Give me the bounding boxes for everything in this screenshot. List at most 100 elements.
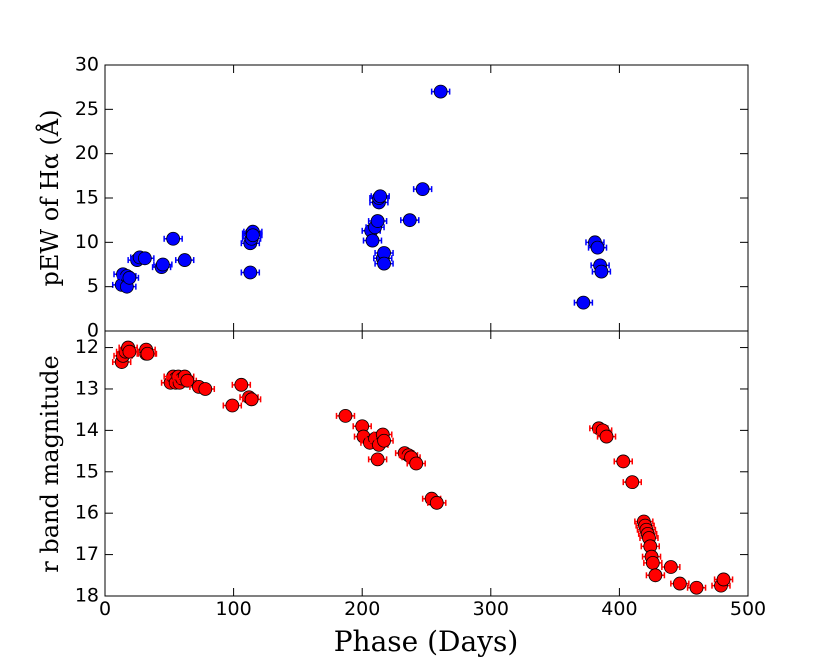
rmag-point bbox=[241, 392, 262, 407]
pew-y-axis-title: pEW of Hα (Å) bbox=[35, 110, 64, 287]
pew-point bbox=[119, 270, 140, 285]
rmag-point bbox=[596, 429, 617, 444]
phase-x-tick-label: 400 bbox=[601, 598, 637, 620]
phase-x-tick-label: 200 bbox=[344, 598, 380, 620]
rmag-marker bbox=[338, 408, 353, 423]
pew-y-tick-label: 20 bbox=[75, 142, 99, 164]
rmag-marker bbox=[716, 572, 731, 587]
rmag-point bbox=[231, 377, 252, 392]
pew-series bbox=[111, 84, 612, 310]
rmag-marker bbox=[234, 377, 249, 392]
pew-marker bbox=[155, 257, 170, 272]
pew-marker bbox=[122, 270, 137, 285]
rmag-marker bbox=[645, 555, 660, 570]
rmag-marker bbox=[648, 568, 663, 583]
rmag-marker bbox=[377, 433, 391, 448]
pew-point bbox=[174, 253, 195, 267]
rmag-marker bbox=[225, 398, 240, 413]
pew-marker bbox=[590, 240, 605, 255]
pew-marker bbox=[370, 214, 385, 228]
pew-marker bbox=[243, 265, 258, 280]
rmag-y-tick-label: 13 bbox=[75, 377, 99, 399]
pew-halpha-panel: 0 5 10 15 20 25 30 pEW of Hα (Å) bbox=[35, 54, 748, 342]
rmag-point bbox=[406, 456, 426, 471]
pew-marker bbox=[137, 251, 152, 266]
pew-point bbox=[412, 182, 433, 197]
rmag-point bbox=[640, 539, 661, 554]
pew-y-axis: 0 5 10 15 20 25 30 bbox=[75, 54, 748, 342]
rmag-marker bbox=[429, 495, 444, 510]
phase-x-tick-label: 500 bbox=[730, 598, 766, 620]
r-magnitude-panel: 12 13 14 15 16 17 18 r band magnitude bbox=[36, 336, 748, 607]
pew-point bbox=[400, 213, 420, 228]
rmag-y-tick-label: 15 bbox=[75, 460, 99, 482]
rmag-point bbox=[427, 495, 447, 510]
phase-x-axis: 0 100 200 300 400 500 bbox=[99, 65, 766, 620]
rmag-marker bbox=[616, 454, 631, 469]
pew-marker bbox=[402, 213, 417, 228]
pew-point bbox=[163, 231, 183, 246]
pew-marker bbox=[433, 84, 448, 99]
pew-point bbox=[370, 189, 390, 204]
rmag-point bbox=[335, 408, 356, 423]
rmag-y-tick-label: 17 bbox=[75, 543, 99, 565]
rmag-point bbox=[661, 560, 681, 574]
pew-marker bbox=[377, 256, 391, 271]
pew-y-tick-label: 5 bbox=[87, 275, 99, 297]
rmag-marker bbox=[409, 456, 424, 471]
pew-y-tick-label: 25 bbox=[75, 98, 99, 120]
rmag-marker bbox=[689, 580, 704, 595]
pew-point bbox=[362, 233, 383, 248]
pew-panel-frame bbox=[104, 64, 749, 332]
rmag-point bbox=[645, 568, 666, 583]
pew-point bbox=[374, 246, 394, 260]
pew-marker bbox=[166, 231, 181, 246]
rmag-marker bbox=[140, 346, 155, 361]
pew-marker bbox=[415, 182, 430, 197]
pew-point bbox=[367, 214, 388, 228]
rmag-marker bbox=[122, 344, 137, 359]
rmag-marker bbox=[625, 475, 640, 490]
rmag-marker bbox=[370, 452, 385, 467]
pew-point bbox=[243, 228, 263, 243]
phase-x-tick-label: 300 bbox=[473, 598, 509, 620]
pew-y-tick-label: 0 bbox=[87, 320, 99, 342]
rmag-point bbox=[622, 475, 643, 490]
pew-point bbox=[135, 251, 155, 266]
rmag-y-tick-label: 12 bbox=[75, 336, 99, 358]
phase-x-axis-title: Phase (Days) bbox=[334, 625, 519, 658]
rmag-point bbox=[137, 346, 158, 361]
pew-y-tick-label: 30 bbox=[75, 54, 99, 76]
rmag-point bbox=[352, 419, 372, 434]
pew-marker bbox=[373, 189, 388, 204]
pew-y-tick-label: 15 bbox=[75, 187, 99, 209]
rmag-marker bbox=[198, 382, 213, 396]
rmag-point bbox=[613, 454, 634, 469]
rmag-point bbox=[367, 452, 388, 467]
pew-marker bbox=[594, 264, 609, 279]
rmag-point bbox=[643, 555, 663, 570]
phase-x-tick-label: 0 bbox=[99, 598, 111, 620]
pew-point bbox=[573, 295, 594, 310]
rmag-point bbox=[374, 433, 394, 448]
rmag-y-tick-label: 14 bbox=[75, 419, 99, 441]
rmag-series bbox=[111, 340, 734, 595]
rmag-marker bbox=[599, 429, 614, 444]
rmag-marker bbox=[244, 392, 259, 407]
pew-marker bbox=[177, 253, 192, 267]
phase-x-tick-label: 100 bbox=[215, 598, 251, 620]
rmag-marker bbox=[180, 373, 195, 388]
rmag-marker bbox=[672, 576, 687, 591]
pew-point bbox=[430, 84, 451, 99]
rmag-y-axis-title: r band magnitude bbox=[36, 355, 64, 572]
rmag-point bbox=[670, 576, 690, 591]
rmag-point bbox=[222, 398, 243, 413]
pew-point bbox=[153, 257, 173, 272]
pew-point bbox=[374, 256, 394, 271]
rmag-point bbox=[686, 580, 707, 595]
pew-marker bbox=[576, 295, 591, 310]
rmag-y-tick-label: 18 bbox=[75, 585, 99, 607]
rmag-point bbox=[713, 572, 734, 587]
rmag-point bbox=[195, 382, 216, 396]
